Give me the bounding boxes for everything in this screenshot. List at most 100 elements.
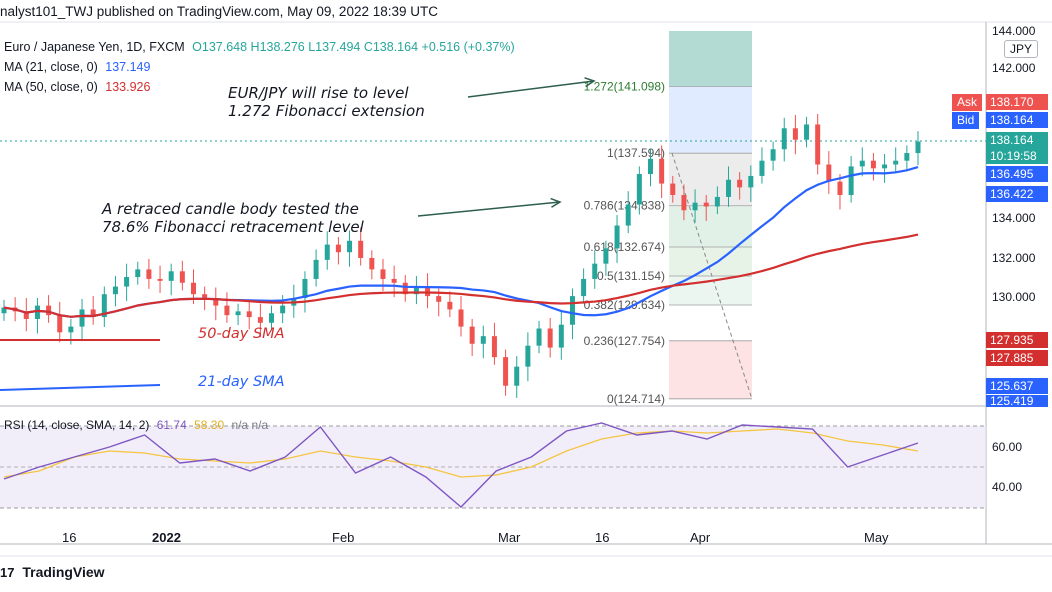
ma50-label: MA (50, close, 0) xyxy=(4,80,98,94)
symbol-name: Euro / Japanese Yen, 1D, FXCM xyxy=(4,40,185,54)
ma21-value: 137.149 xyxy=(105,60,151,74)
ma21-label: MA (21, close, 0) xyxy=(4,60,98,74)
candle-body-25 xyxy=(280,305,286,314)
xtick-mar: Mar xyxy=(498,530,521,545)
tradingview-logo-icon: 17 xyxy=(0,565,15,580)
annotation-retrace-line1: A retraced candle body tested the xyxy=(102,200,359,218)
price-box-5: 125.637 xyxy=(986,378,1048,394)
candle-body-29 xyxy=(324,244,330,260)
fib-label-3: 0.618(132.674) xyxy=(584,240,665,254)
candle-body-14 xyxy=(157,278,163,281)
candle-body-15 xyxy=(168,271,174,281)
candle-body-18 xyxy=(202,294,208,298)
fib-trend-line xyxy=(671,152,753,400)
price-box-1: 136.495 xyxy=(986,166,1048,182)
candle-body-49 xyxy=(547,328,553,348)
candle-body-72 xyxy=(804,124,810,140)
ma50-legend: MA (50, close, 0) 133.926 xyxy=(4,80,150,94)
publisher-header: nalyst101_TWJ published on TradingView.c… xyxy=(0,4,438,19)
price-box-6: 125.419 xyxy=(986,395,1048,407)
candle-body-36 xyxy=(402,282,408,295)
fib-label-0: 1.272(141.098) xyxy=(584,79,665,93)
ytick-144: 144.000 xyxy=(992,24,1036,38)
arrow-to-extension-head xyxy=(584,77,596,88)
rsi-sma-line xyxy=(3,428,919,478)
rsi-ytick-40: 40.00 xyxy=(992,480,1023,494)
candle-body-39 xyxy=(436,296,442,302)
candle-body-22 xyxy=(246,311,252,318)
ohlc-values: O137.648 H138.276 L137.494 C138.164 +0.5… xyxy=(192,40,515,54)
candle-body-64 xyxy=(714,196,720,207)
arrow-to-retracement xyxy=(417,201,561,217)
candle-body-23 xyxy=(257,317,263,323)
xtick-2022: 2022 xyxy=(152,530,181,545)
price-box-3: 127.935 xyxy=(986,332,1048,348)
candle-body-76 xyxy=(848,166,854,196)
candle-body-52 xyxy=(581,278,587,297)
price-box-4: 127.885 xyxy=(986,350,1048,366)
candle-body-17 xyxy=(190,282,196,295)
candle-body-33 xyxy=(369,257,375,270)
rsi-ytick-60: 60.00 xyxy=(992,440,1023,454)
ask-label: Ask xyxy=(952,94,983,111)
fib-label-2: 0.786(134.838) xyxy=(584,199,665,213)
candle-body-11 xyxy=(124,277,130,287)
xtick-apr: Apr xyxy=(690,530,711,545)
candle-body-30 xyxy=(335,244,341,253)
candle-body-31 xyxy=(347,240,353,253)
candle-body-80 xyxy=(893,160,899,165)
candle-body-6 xyxy=(68,326,74,333)
candle-body-13 xyxy=(146,269,152,279)
candle-body-48 xyxy=(536,328,542,346)
fib-band-3 xyxy=(669,247,752,276)
fib-band-5 xyxy=(669,304,752,341)
candle-body-42 xyxy=(469,326,475,344)
arrow-to-retracement-head xyxy=(550,197,562,208)
tradingview-footer: 17 TradingView xyxy=(0,564,105,580)
candle-body-47 xyxy=(525,345,531,367)
rsi-value: 61.74 xyxy=(156,418,187,432)
candle-body-71 xyxy=(792,128,798,140)
fib-band-top xyxy=(669,31,752,87)
candle-body-78 xyxy=(870,160,876,169)
candle-body-68 xyxy=(759,160,765,176)
candle-body-50 xyxy=(558,324,564,348)
candle-body-19 xyxy=(213,298,219,306)
last-price-box: 138.164 xyxy=(986,132,1048,148)
candle-body-27 xyxy=(302,278,308,298)
annotation-rise: EUR/JPY will rise to level 1.272 Fibonac… xyxy=(228,84,425,120)
candle-body-82 xyxy=(915,141,921,154)
currency-badge[interactable]: JPY xyxy=(1004,40,1038,58)
ask-price-box: 138.170 xyxy=(986,94,1048,110)
candle-body-58 xyxy=(647,158,653,175)
fib-label-4: 0.5(131.154) xyxy=(597,269,665,283)
candle-body-77 xyxy=(859,160,865,167)
candle-body-37 xyxy=(413,286,419,295)
candle-body-46 xyxy=(514,366,520,386)
symbol-legend: Euro / Japanese Yen, 1D, FXCM O137.648 H… xyxy=(4,40,515,54)
candle-body-7 xyxy=(79,309,85,327)
candle-body-32 xyxy=(358,240,364,258)
ytick-142: 142.000 xyxy=(992,61,1036,75)
candle-body-66 xyxy=(737,179,743,188)
bid-label: Bid xyxy=(952,112,980,129)
candle-body-75 xyxy=(837,181,843,196)
ytick-130: 130.000 xyxy=(992,290,1036,304)
xtick-may: May xyxy=(864,530,889,545)
candle-body-4 xyxy=(46,305,52,316)
annotation-retrace-line2: 78.6% Fibonacci retracement level xyxy=(102,218,364,236)
bid-price-box: 138.164 xyxy=(986,112,1048,128)
fib-band-6 xyxy=(669,340,752,399)
candle-body-43 xyxy=(480,336,486,344)
candle-body-8 xyxy=(90,309,96,318)
candle-body-51 xyxy=(569,296,575,325)
xtick-16-mar: 16 xyxy=(595,530,610,545)
annotation-rise-line1: EUR/JPY will rise to level xyxy=(228,84,409,102)
xtick-feb: Feb xyxy=(332,530,355,545)
rsi-sma-value: 58.30 xyxy=(194,418,225,432)
candle-body-59 xyxy=(659,158,665,184)
candle-body-40 xyxy=(447,301,453,310)
candle-body-63 xyxy=(703,202,709,207)
candle-body-44 xyxy=(491,336,497,358)
